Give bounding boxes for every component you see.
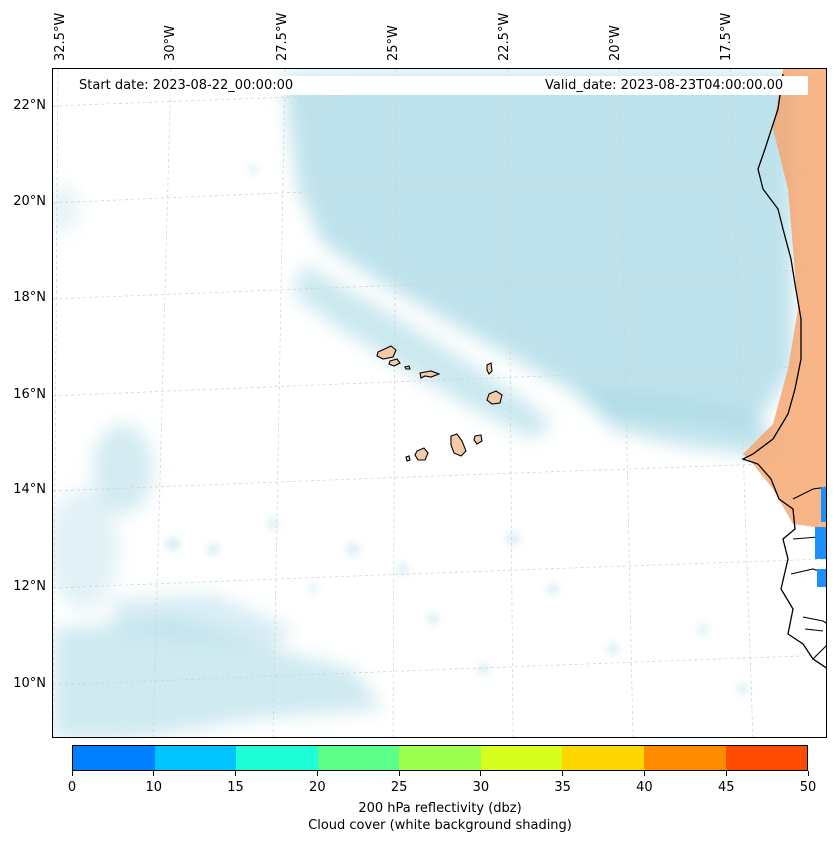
island-fogo — [414, 447, 429, 461]
valid-date-label: Valid_date: 2023-08-23T04:00:00.00 — [545, 78, 784, 93]
colorbar-tick-label-7: 40 — [636, 780, 653, 795]
colorbar-tick-5 — [480, 771, 482, 776]
lon-label-32-5w: 32.5°W — [53, 12, 68, 61]
colorbar — [72, 745, 808, 771]
island-santa-luzia — [404, 365, 411, 370]
colorbar-tick-8 — [725, 771, 727, 776]
island-sao-nicolau — [419, 370, 441, 379]
island-maio — [473, 434, 483, 445]
cloud-band-central — [293, 264, 553, 439]
lat-label-14n: 14°N — [13, 482, 46, 497]
island-brava — [405, 455, 411, 462]
lon-label-25w: 25°W — [386, 25, 401, 61]
colorbar-sublabel: Cloud cover (white background shading) — [308, 818, 572, 833]
colorbar-segment-0 — [73, 746, 155, 770]
africa-coast — [741, 69, 826, 669]
colorbar-tick-label-0: 0 — [67, 780, 77, 795]
colorbar-tick-9 — [807, 771, 809, 776]
colorbar-segment-6 — [562, 746, 644, 770]
colorbar-tick-label-9: 50 — [799, 780, 817, 795]
lon-label-20w: 20°W — [608, 25, 623, 61]
cloud-patch-west-2 — [53, 489, 118, 609]
colorbar-segment-5 — [480, 746, 563, 770]
lat-label-20n: 20°N — [13, 194, 46, 209]
colorbar-segment-1 — [154, 746, 237, 770]
colorbar-tick-6 — [562, 771, 564, 776]
lon-label-27-5w: 27.5°W — [275, 12, 290, 61]
colorbar-tick-label-8: 45 — [717, 780, 735, 795]
colorbar-tick-7 — [643, 771, 645, 776]
colorbar-label: 200 hPa reflectivity (dbz) — [358, 801, 522, 816]
colorbar-tick-0 — [71, 771, 73, 776]
lon-label-17-5w: 17.5°W — [719, 12, 734, 61]
lat-label-10n: 10°N — [13, 676, 46, 691]
reflectivity-low-strip-2 — [815, 527, 826, 559]
cloud-speckles — [166, 164, 749, 695]
graticule — [53, 69, 826, 737]
map-canvas — [53, 69, 826, 737]
colorbar-tick-label-3: 20 — [309, 780, 326, 795]
start-date-label: Start date: 2023-08-22_00:00:00 — [79, 78, 294, 93]
colorbar-segment-4 — [399, 746, 481, 770]
colorbar-segment-8 — [725, 746, 808, 770]
reflectivity-low-strip-3 — [817, 569, 826, 587]
island-boa-vista — [486, 390, 503, 405]
cloud-band-southwest — [113, 594, 293, 649]
land-mainland — [741, 73, 826, 669]
colorbar-tick-label-4: 25 — [390, 780, 408, 795]
island-santo-antao — [376, 345, 397, 360]
colorbar-tick-3 — [316, 771, 318, 776]
cloud-cover-layer — [53, 74, 793, 737]
cloud-region-east — [573, 389, 783, 454]
colorbar-tick-label-2: 15 — [227, 780, 244, 795]
colorbar-tick-label-5: 30 — [472, 780, 490, 795]
colorbar-tick-1 — [153, 771, 155, 776]
colorbar-segment-7 — [643, 746, 726, 770]
colorbar-tick-label-6: 35 — [554, 780, 571, 795]
lat-label-18n: 18°N — [13, 290, 46, 305]
colorbar-tick-2 — [235, 771, 237, 776]
cloud-patch-northwest — [53, 184, 78, 234]
lat-label-12n: 12°N — [13, 579, 46, 594]
lon-label-22-5w: 22.5°W — [497, 12, 512, 61]
colorbar-tick-4 — [398, 771, 400, 776]
lat-label-22n: 22°N — [13, 98, 46, 113]
lon-label-30w: 30°W — [163, 25, 178, 61]
cape-verde-islands — [376, 345, 503, 462]
colorbar-segment-2 — [236, 746, 318, 770]
colorbar-segment-3 — [317, 746, 400, 770]
island-sal — [486, 362, 493, 375]
date-header — [72, 76, 808, 95]
lat-label-16n: 16°N — [13, 387, 46, 402]
cloud-region-north — [283, 74, 793, 429]
colorbar-tick-label-1: 10 — [145, 780, 163, 795]
cloud-patch-west — [93, 424, 153, 514]
reflectivity-low-strip-1 — [821, 487, 826, 522]
map-panel — [52, 68, 827, 738]
island-santiago — [450, 433, 467, 457]
reflectivity-high-region — [743, 69, 826, 529]
island-sao-vicente — [388, 358, 401, 367]
